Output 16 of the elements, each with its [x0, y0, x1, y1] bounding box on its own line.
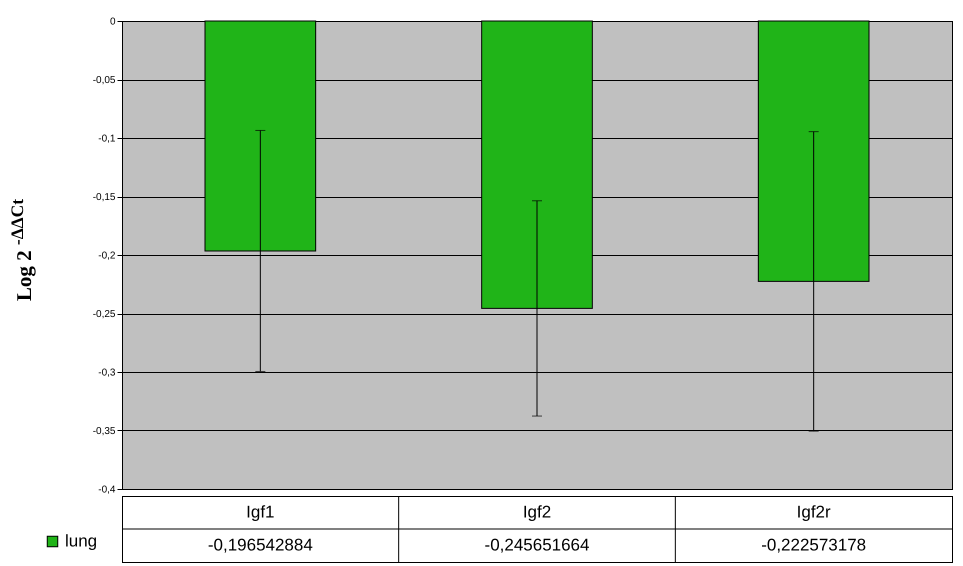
x-tick-label: Igf1	[246, 502, 275, 522]
y-tick-label: -0,25	[92, 309, 116, 320]
y-tick-label: 0	[110, 16, 116, 28]
y-tick-label: -0,35	[92, 426, 116, 437]
y-tick-label: -0,15	[92, 192, 116, 203]
data-label: -0,196542884	[208, 536, 313, 554]
legend-label: lung	[65, 532, 98, 550]
y-tick-label: -0,05	[92, 75, 116, 86]
x-tick-label: Igf2r	[796, 502, 832, 522]
y-tick-label: -0,4	[98, 484, 116, 496]
data-label: -0,222573178	[761, 536, 866, 554]
y-tick-label: -0,3	[98, 368, 116, 378]
data-label: -0,245651664	[484, 536, 590, 554]
x-tick-label: Igf2	[522, 502, 552, 522]
y-tick-label: -0,2	[98, 250, 116, 262]
y-tick-label: -0,1	[98, 134, 116, 144]
